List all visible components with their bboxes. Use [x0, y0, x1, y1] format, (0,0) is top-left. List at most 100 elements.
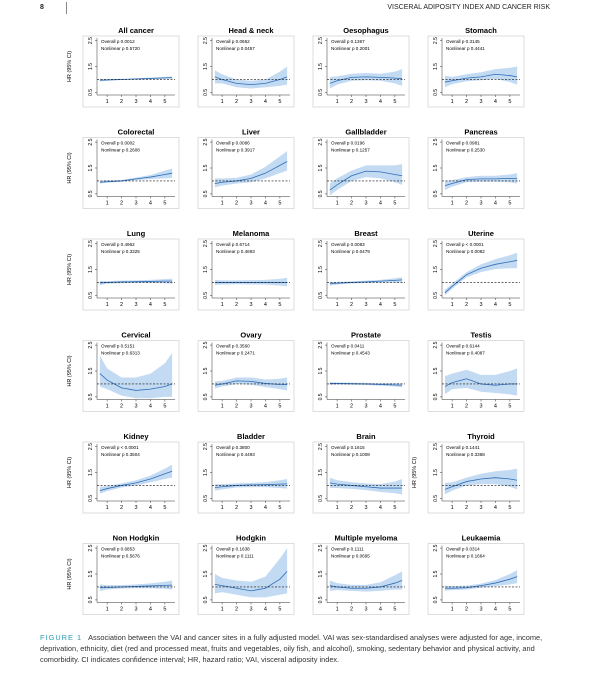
y-tick-label: 1.5 — [88, 570, 94, 577]
x-tick-label: 4 — [149, 201, 152, 207]
caption-label: FIGURE 1 — [40, 633, 83, 642]
y-tick-label: 1.5 — [318, 469, 324, 476]
p-value: Nonlinear p 0.5676 — [101, 554, 140, 559]
x-tick-label: 5 — [393, 201, 396, 207]
x-tick-label: 1 — [451, 99, 454, 105]
x-tick-label: 5 — [163, 505, 166, 511]
panel-title: All cancer — [118, 26, 154, 35]
x-tick-label: 3 — [479, 404, 482, 410]
ci-band — [444, 252, 518, 296]
x-tick-label: 5 — [163, 201, 166, 207]
p-value: Nonlinear p 0.5720 — [101, 46, 140, 51]
panel-title: Stomach — [465, 26, 497, 35]
x-tick-label: 3 — [479, 607, 482, 613]
panel-frame — [312, 137, 410, 209]
p-value: Nonlinear p 0.0082 — [446, 249, 485, 254]
p-value: Nonlinear p 0.3325 — [101, 249, 140, 254]
panel-frame — [312, 543, 410, 615]
x-tick-label: 1 — [451, 505, 454, 511]
hr-line — [444, 477, 518, 490]
panel-frame — [427, 543, 525, 615]
y-tick-label: 0.5 — [318, 190, 324, 197]
y-tick-label: 2.5 — [203, 240, 209, 247]
ci-band — [329, 69, 403, 89]
panel-frame — [312, 340, 410, 412]
y-tick-label: 1.5 — [433, 570, 439, 577]
x-tick-label: 4 — [494, 201, 497, 207]
panel-title: Pancreas — [464, 128, 497, 137]
x-tick-label: 1 — [221, 404, 224, 410]
x-tick-label: 5 — [393, 99, 396, 105]
hr-line — [214, 380, 288, 386]
p-value: Overall p 0.0981 — [446, 141, 480, 146]
p-value: Overall p 0.6144 — [446, 344, 480, 349]
y-tick-label: 0.5 — [88, 292, 94, 299]
x-tick-label: 3 — [364, 607, 367, 613]
x-tick-label: 3 — [134, 404, 137, 410]
y-tick-label: 2.5 — [318, 37, 324, 44]
x-tick-label: 3 — [249, 99, 252, 105]
p-value: Overall p 0.3145 — [446, 39, 480, 44]
y-tick-label: 0.5 — [203, 596, 209, 603]
p-value: Nonlinear p 0.1008 — [331, 452, 370, 457]
x-tick-label: 3 — [134, 99, 137, 105]
x-tick-label: 2 — [465, 201, 468, 207]
panel-title: Liver — [242, 128, 260, 137]
y-tick-label: 1.5 — [88, 469, 94, 476]
p-value: Overall p 0.1441 — [446, 445, 480, 450]
x-tick-label: 3 — [134, 607, 137, 613]
ci-band — [99, 464, 173, 494]
y-axis-label: HR (95% CI) — [67, 152, 73, 183]
hr-line — [99, 470, 173, 492]
hr-line — [99, 77, 173, 81]
hr-line — [214, 483, 288, 488]
panel-frame — [312, 238, 410, 311]
x-tick-label: 1 — [106, 201, 109, 207]
panel-title: Leukaemia — [462, 534, 502, 543]
p-value: Overall p 0.6853 — [101, 547, 135, 552]
x-tick-label: 2 — [235, 607, 238, 613]
running-title: VISCERAL ADIPOSITY INDEX AND CANCER RISK — [387, 4, 550, 11]
panel-title: Gallbladder — [345, 128, 386, 137]
y-tick-label: 1.5 — [318, 570, 324, 577]
panel-frame — [312, 441, 410, 514]
ci-band — [444, 173, 518, 191]
y-axis-label: HR (95% CI) — [67, 254, 73, 285]
y-tick-label: 0.5 — [318, 495, 324, 502]
x-tick-label: 4 — [494, 302, 497, 308]
y-tick-label: 1.5 — [318, 367, 324, 374]
x-tick-label: 2 — [120, 404, 123, 410]
x-tick-label: 1 — [106, 302, 109, 308]
p-value: Nonlinear p 0.0479 — [331, 249, 370, 254]
p-value: Nonlinear p 0.2530 — [446, 148, 485, 153]
hr-line — [99, 584, 173, 589]
x-tick-label: 3 — [479, 302, 482, 308]
hr-line — [214, 161, 288, 184]
x-tick-label: 3 — [249, 201, 252, 207]
panel-frame — [82, 543, 180, 615]
x-tick-label: 3 — [249, 505, 252, 511]
x-tick-label: 4 — [149, 404, 152, 410]
p-value: Nonlinear p 0.3917 — [216, 148, 255, 153]
x-tick-label: 5 — [278, 99, 281, 105]
panel-title: Lung — [127, 229, 146, 238]
hr-line — [329, 580, 403, 589]
y-tick-label: 1.5 — [318, 266, 324, 273]
y-tick-label: 2.5 — [203, 443, 209, 450]
x-tick-label: 2 — [235, 505, 238, 511]
panel-title: Oesophagus — [343, 26, 388, 35]
x-tick-label: 4 — [264, 505, 267, 511]
x-tick-label: 5 — [278, 505, 281, 511]
y-tick-label: 0.5 — [203, 495, 209, 502]
y-tick-label: 0.5 — [88, 89, 94, 96]
panel-title: Hodgkin — [236, 534, 266, 543]
x-tick-label: 2 — [465, 607, 468, 613]
x-tick-label: 1 — [221, 201, 224, 207]
x-tick-label: 4 — [264, 201, 267, 207]
x-tick-label: 1 — [106, 99, 109, 105]
y-tick-label: 1.5 — [88, 266, 94, 273]
y-tick-label: 2.5 — [88, 240, 94, 247]
y-tick-label: 0.5 — [203, 292, 209, 299]
page-number: 8 — [40, 4, 44, 11]
p-value: Overall p 0.0196 — [331, 141, 365, 146]
